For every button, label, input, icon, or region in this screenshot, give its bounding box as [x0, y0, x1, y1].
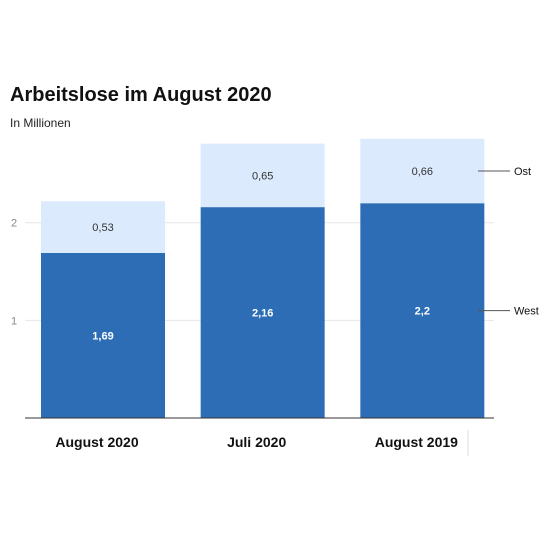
data-label-west-2: 2,2 — [415, 306, 430, 318]
y-tick-label-1: 1 — [11, 315, 17, 327]
data-labels: 1,69 0,53 2,16 0,65 2,2 0,66 — [92, 166, 433, 343]
bars — [41, 138, 485, 418]
y-tick-label-2: 2 — [11, 218, 17, 230]
bar-west-1 — [200, 207, 325, 418]
chart-subtitle: In Millionen — [10, 116, 71, 130]
data-label-west-0: 1,69 — [92, 331, 113, 343]
axes: 1 2 August 2020 Juli 2020 August 2019 — [11, 218, 494, 456]
x-category-label-2: August 2019 — [375, 434, 458, 450]
x-category-label-0: August 2020 — [55, 434, 138, 450]
chart-title: Arbeitslose im August 2020 — [10, 84, 272, 106]
bar-west-0 — [41, 253, 165, 418]
bar-ost-0 — [41, 201, 165, 254]
bar-ost-1 — [200, 143, 325, 208]
data-label-ost-2: 0,66 — [412, 166, 433, 178]
legend-label-west: West — [514, 306, 539, 318]
legend-label-ost: Ost — [514, 166, 531, 178]
x-category-label-1: Juli 2020 — [227, 434, 286, 450]
data-label-west-1: 2,16 — [252, 308, 273, 320]
bar-ost-2 — [360, 138, 485, 204]
bar-west-2 — [360, 203, 485, 418]
data-label-ost-1: 0,65 — [252, 170, 273, 182]
legend: Ost West — [478, 166, 539, 318]
data-label-ost-0: 0,53 — [92, 222, 113, 234]
